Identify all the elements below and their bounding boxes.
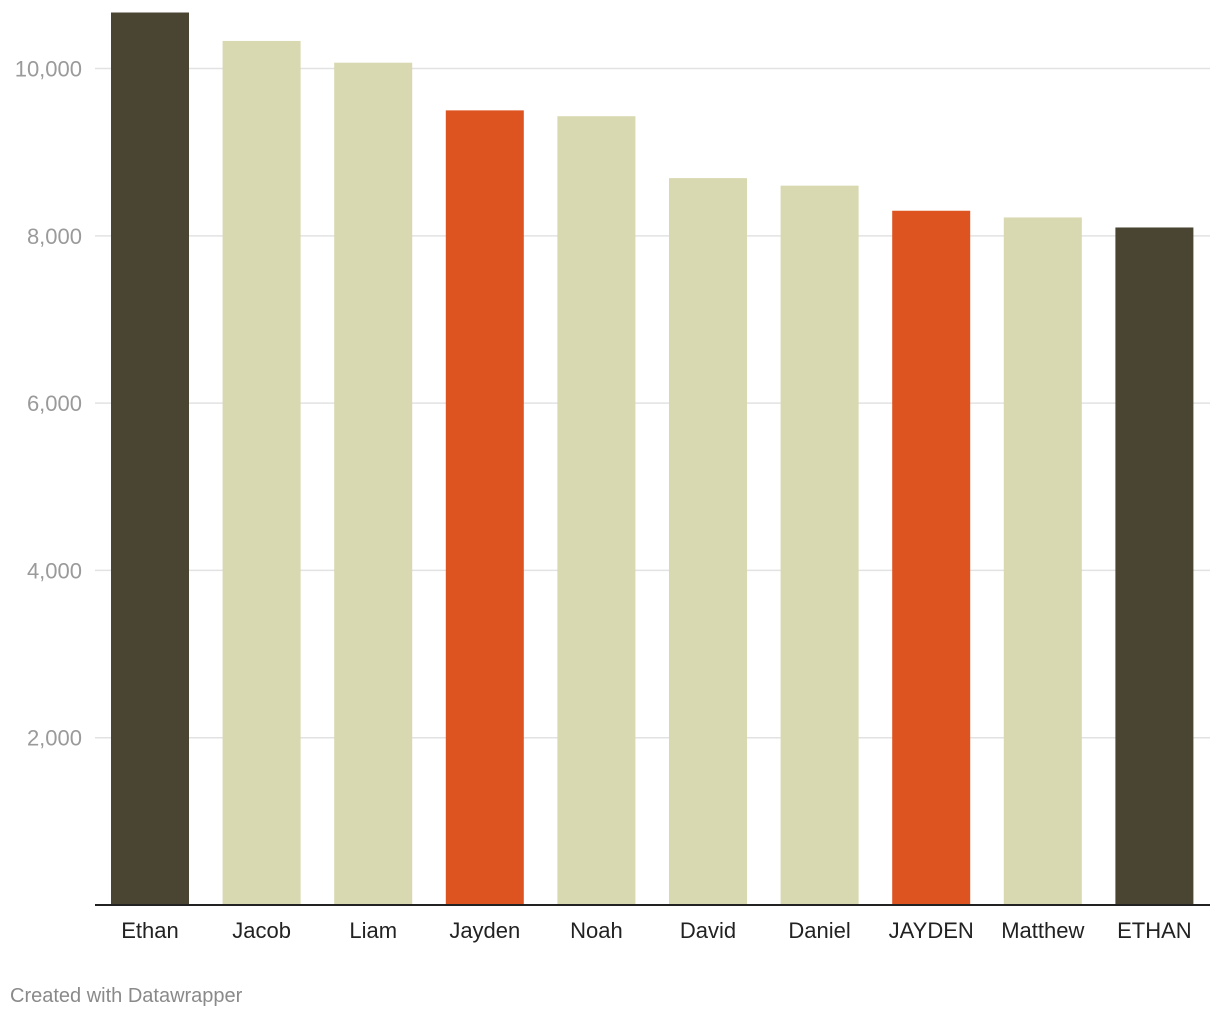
y-tick-label: 6,000 xyxy=(27,391,82,416)
x-category-label: Ethan xyxy=(121,918,179,943)
x-category-label: Jayden xyxy=(449,918,520,943)
bar-daniel xyxy=(780,185,859,906)
bar-chart: 2,000 4,000 6,000 8,000 10,000 Ethan Jacob Lia… xyxy=(15,12,1210,943)
bar-matthew xyxy=(1003,217,1082,905)
credit-text: Created with Datawrapper xyxy=(10,985,243,1007)
x-category-label: Jacob xyxy=(232,918,291,943)
bar-david xyxy=(669,178,747,906)
x-category-label: Liam xyxy=(349,918,397,943)
category-labels: Ethan Jacob Liam Jayden Noah David Daniel JAYDE… xyxy=(121,918,1191,943)
bar-jacob xyxy=(222,40,301,905)
x-category-label: ETHAN xyxy=(1117,918,1192,943)
y-tick-label: 10,000 xyxy=(15,57,82,82)
y-tick-label: 4,000 xyxy=(27,558,82,583)
bar-ethan xyxy=(1115,227,1194,906)
bar-ethan xyxy=(111,12,189,906)
bar-liam xyxy=(334,62,413,905)
x-category-label: Matthew xyxy=(1001,918,1084,943)
bar-jayden xyxy=(892,210,971,905)
x-category-label: JAYDEN xyxy=(889,918,974,943)
x-category-label: Noah xyxy=(570,918,623,943)
x-category-label: David xyxy=(680,918,736,943)
bars xyxy=(111,12,1194,906)
x-category-label: Daniel xyxy=(788,918,850,943)
y-tick-label: 8,000 xyxy=(27,224,82,249)
bar-noah xyxy=(557,116,636,905)
bar-jayden xyxy=(445,110,524,905)
y-tick-label: 2,000 xyxy=(27,726,82,751)
